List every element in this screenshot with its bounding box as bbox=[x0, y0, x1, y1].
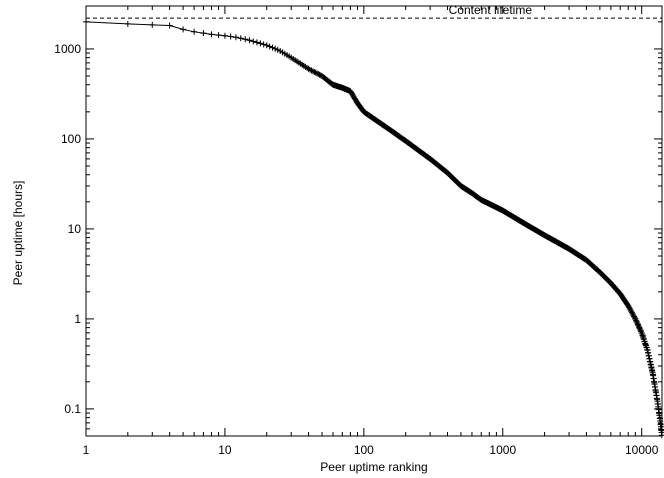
y-axis-label: Peer uptime [hours] bbox=[11, 181, 25, 286]
content-lifetime-label: Content lifetime bbox=[449, 3, 533, 17]
data-point-marker bbox=[246, 37, 253, 44]
x-tick-label: 1 bbox=[83, 443, 90, 457]
data-point-marker bbox=[643, 344, 650, 351]
x-axis-ticks: 1 10 100 1000 10000 bbox=[83, 6, 659, 457]
data-point-marker bbox=[269, 44, 276, 51]
data-point-marker bbox=[311, 68, 318, 75]
data-point-marker bbox=[647, 358, 654, 365]
data-point-marker bbox=[83, 18, 89, 25]
y-tick-label: 0.1 bbox=[64, 402, 81, 416]
data-point-marker bbox=[149, 21, 156, 28]
data-point-marker bbox=[642, 341, 649, 348]
data-point-marker bbox=[263, 42, 270, 49]
data-point-marker bbox=[227, 33, 234, 40]
data-point-marker bbox=[625, 303, 632, 310]
y-tick-label: 1000 bbox=[54, 42, 81, 56]
data-point-marker bbox=[647, 361, 654, 368]
data-point-marker bbox=[250, 38, 257, 45]
data-point-marker bbox=[272, 45, 279, 52]
data-point-marker bbox=[648, 366, 655, 373]
x-axis-label: Peer uptime ranking bbox=[320, 460, 427, 474]
y-axis-ticks: 0.1 1 10 100 1000 bbox=[54, 5, 662, 437]
data-point-marker bbox=[257, 40, 264, 47]
data-point-marker bbox=[242, 36, 249, 43]
content-lifetime-line: Content lifetime bbox=[86, 3, 662, 19]
y-tick-label: 100 bbox=[61, 132, 81, 146]
y-tick-label: 1 bbox=[74, 312, 81, 326]
y-tick-label: 10 bbox=[68, 222, 82, 236]
data-point-marker bbox=[640, 335, 647, 342]
plot-border bbox=[85, 5, 663, 437]
data-point-marker bbox=[232, 34, 239, 41]
data-point-marker bbox=[627, 307, 634, 314]
data-point-marker bbox=[180, 26, 187, 33]
x-tick-label: 10 bbox=[218, 443, 232, 457]
x-tick-label: 1000 bbox=[489, 443, 516, 457]
data-point-marker bbox=[166, 22, 173, 29]
data-point-marker bbox=[237, 35, 244, 42]
data-point-marker bbox=[634, 321, 641, 328]
data-point-marker bbox=[637, 327, 644, 334]
data-point-marker bbox=[221, 32, 228, 39]
data-point-marker bbox=[309, 68, 316, 75]
data-point-marker bbox=[260, 41, 267, 48]
data-point-marker bbox=[638, 330, 645, 337]
x-tick-label: 10000 bbox=[625, 443, 659, 457]
data-point-marker bbox=[124, 20, 131, 27]
data-point-marker bbox=[644, 347, 651, 354]
data-point-marker bbox=[641, 338, 648, 345]
data-point-marker bbox=[215, 32, 222, 39]
uptime-series bbox=[83, 18, 664, 439]
data-point-marker bbox=[636, 324, 643, 331]
series-connecting-line bbox=[85, 21, 663, 437]
data-point-marker bbox=[191, 28, 198, 35]
data-point-marker bbox=[658, 432, 664, 439]
data-point-marker bbox=[626, 304, 633, 311]
data-point-marker bbox=[315, 71, 322, 78]
data-point-marker bbox=[628, 308, 635, 315]
data-point-marker bbox=[646, 355, 653, 362]
data-point-marker bbox=[632, 315, 639, 322]
data-point-marker bbox=[648, 364, 655, 371]
data-point-marker bbox=[639, 332, 646, 339]
data-point-marker bbox=[313, 70, 320, 77]
data-point-marker bbox=[633, 318, 640, 325]
data-point-marker bbox=[266, 43, 273, 50]
data-point-marker bbox=[308, 67, 315, 74]
data-point-marker bbox=[645, 352, 652, 359]
data-point-marker bbox=[629, 310, 636, 317]
x-tick-label: 100 bbox=[354, 443, 374, 457]
data-point-marker bbox=[200, 30, 207, 37]
data-point-marker bbox=[208, 31, 215, 38]
plot-frame bbox=[85, 5, 663, 437]
data-point-marker bbox=[645, 349, 652, 356]
data-point-marker bbox=[631, 314, 638, 321]
data-point-marker bbox=[626, 305, 633, 312]
data-point-marker bbox=[312, 69, 319, 76]
data-point-marker bbox=[630, 312, 637, 319]
data-point-marker bbox=[253, 39, 260, 46]
data-point-marker bbox=[628, 309, 635, 316]
